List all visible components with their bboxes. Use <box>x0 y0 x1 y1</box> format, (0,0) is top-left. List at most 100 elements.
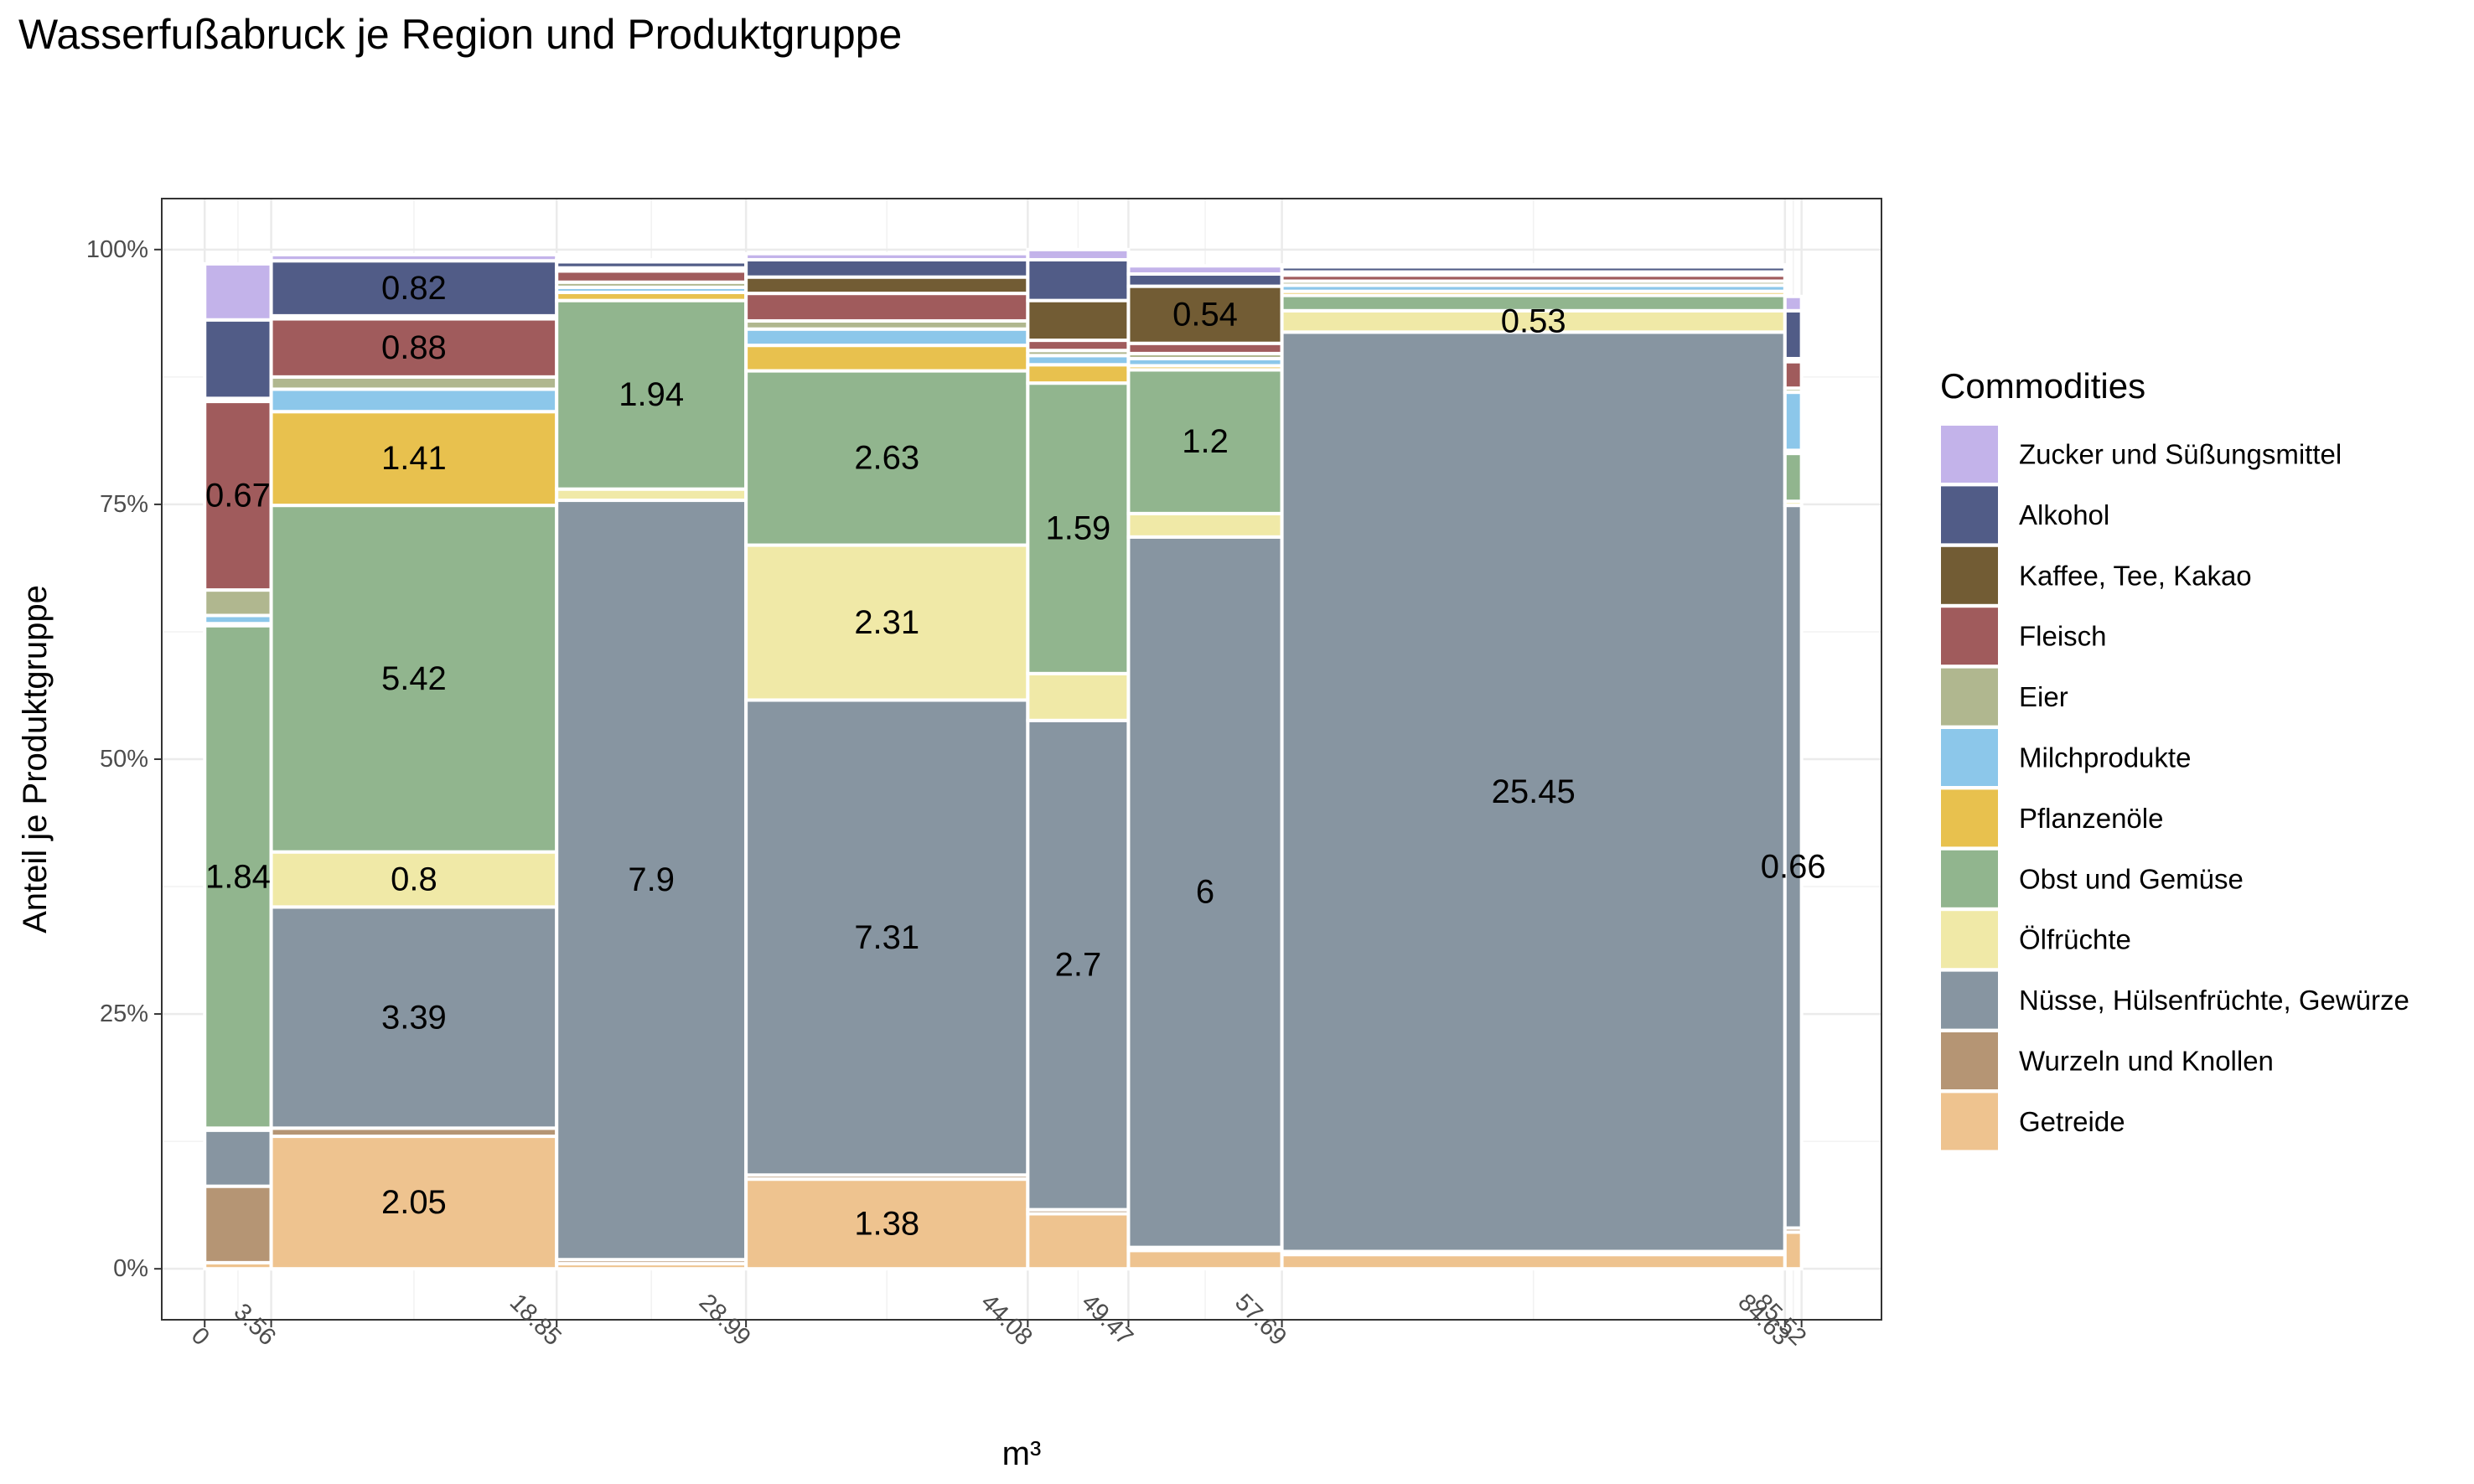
legend-key <box>1939 1031 2000 1091</box>
tile-value-label: 0.82 <box>381 270 447 307</box>
mosaic-tile <box>1126 511 1284 539</box>
tile-value-label: 0.8 <box>391 861 437 898</box>
mosaic-tile <box>744 251 1030 261</box>
y-tick-label: 0% <box>113 1255 148 1282</box>
x-tick-label: 0 <box>186 1322 215 1351</box>
mosaic-tile <box>744 369 1030 547</box>
tile-value-label: 25.45 <box>1492 773 1576 810</box>
mosaic-tile <box>1783 1230 1804 1271</box>
legend-label: Ölfrüchte <box>2019 924 2131 955</box>
tile-value-label: 1.2 <box>1182 423 1229 460</box>
x-axis-title: m³ <box>1002 1435 1042 1472</box>
mosaic-tile <box>203 1128 273 1188</box>
mosaic-tile <box>1026 247 1131 261</box>
mosaic-tile <box>1783 308 1804 360</box>
mosaic-tile <box>269 387 559 414</box>
y-tick-label: 25% <box>100 1001 148 1027</box>
legend-key <box>1939 545 2000 606</box>
mosaic-tile <box>1783 359 1804 390</box>
data-labels: 0.67 1.84 0.82 0.88 1.41 5.42 0.8 3.39 2.05 1.94 7… <box>205 270 1826 1243</box>
mosaic-tile <box>1280 1253 1787 1271</box>
mosaic-tile <box>269 375 559 391</box>
mosaic-tile <box>1026 1212 1131 1271</box>
mosaic-tile <box>744 344 1030 373</box>
mosaic-tile <box>744 327 1030 348</box>
legend-label: Obst und Gemüse <box>2019 863 2244 894</box>
mosaic-tile <box>269 410 559 508</box>
mosaic-tile <box>203 261 273 322</box>
tile-value-label: 1.94 <box>618 376 684 413</box>
legend-label: Zucker und Süßungsmittel <box>2019 439 2342 470</box>
mosaic-tile <box>1126 272 1284 288</box>
mosaic-tile <box>1126 264 1284 277</box>
y-axis: 0% 25% 50% 75% 100% <box>86 236 162 1282</box>
tile-value-label: 0.67 <box>205 478 271 514</box>
legend-label: Milchprodukte <box>2019 742 2191 773</box>
mosaic-tile <box>1783 452 1804 504</box>
mosaic-tile <box>555 257 748 264</box>
mosaic-tile <box>744 292 1030 323</box>
y-tick-label: 100% <box>86 236 148 263</box>
mosaic-tile <box>1026 381 1131 675</box>
mosaic-tile <box>269 317 559 379</box>
chart-title: Wasserfußabruck je Region und Produktgru… <box>18 11 902 58</box>
y-axis-title: Anteil je Produktgruppe <box>17 585 54 933</box>
legend-key <box>1939 484 2000 546</box>
tile-value-label: 1.38 <box>854 1206 919 1243</box>
legend: Commodities Zucker und Süßungsmittel Alko… <box>1939 366 2409 1152</box>
legend-key <box>1939 606 2000 667</box>
tile-value-label: 1.59 <box>1045 509 1110 546</box>
tile-value-label: 6 <box>1196 874 1214 911</box>
legend-key <box>1939 666 2000 727</box>
mosaic-tile <box>1026 363 1131 385</box>
mosaic-tile <box>1026 257 1131 302</box>
tile-value-label: 7.9 <box>628 861 675 898</box>
legend-label: Eier <box>2019 681 2068 712</box>
mosaic-tile <box>1026 718 1131 1212</box>
mosaic-tile <box>555 499 748 1262</box>
legend-label: Nüsse, Hülsenfrüchte, Gewürze <box>2019 985 2409 1016</box>
tile-value-label: 5.42 <box>381 660 447 697</box>
legend-key <box>1939 424 2000 484</box>
legend-label: Alkohol <box>2019 499 2109 530</box>
mosaic-tile <box>203 400 273 592</box>
tile-value-label: 0.53 <box>1501 303 1566 340</box>
legend-label: Getreide <box>2019 1106 2125 1137</box>
mosaic-tile <box>1783 294 1804 313</box>
mosaic-tile <box>744 543 1030 702</box>
legend-key <box>1939 727 2000 788</box>
legend-label: Fleisch <box>2019 621 2107 652</box>
y-tick-label: 75% <box>100 491 148 518</box>
mosaic-tile <box>1126 535 1284 1249</box>
mosaic-tile <box>203 588 273 618</box>
mosaic-tile <box>744 1177 1030 1271</box>
tile-value-label: 2.05 <box>381 1184 447 1221</box>
legend-label: Kaffee, Tee, Kakao <box>2019 560 2252 591</box>
legend-title: Commodities <box>1940 366 2145 406</box>
mosaic-tile <box>1280 330 1787 1254</box>
legend-label: Pflanzenöle <box>2019 803 2163 834</box>
mosaic-tile <box>555 298 748 491</box>
mosaic-tile <box>1026 671 1131 722</box>
mosaic-tile <box>1126 1249 1284 1271</box>
mosaic-tile <box>203 318 273 401</box>
mosaic-tile <box>744 275 1030 296</box>
mosaic-tile <box>1126 284 1284 345</box>
mosaic-tile <box>1026 298 1131 343</box>
tile-value-label: 2.31 <box>854 604 919 641</box>
mosaic-tile <box>203 623 273 1130</box>
tile-value-label: 0.66 <box>1761 848 1826 885</box>
y-tick-label: 50% <box>100 746 148 773</box>
tile-value-label: 0.54 <box>1172 297 1238 334</box>
tile-value-label: 7.31 <box>854 919 919 956</box>
tile-value-label: 3.39 <box>381 999 447 1036</box>
legend-key <box>1939 909 2000 970</box>
mosaic-tile <box>744 257 1030 279</box>
mosaic-tiles <box>203 247 1804 1271</box>
tile-value-label: 2.63 <box>854 440 919 477</box>
mosaic-tile <box>269 504 559 854</box>
legend-key <box>1939 788 2000 849</box>
mosaic-tile <box>1280 263 1787 269</box>
legend-key <box>1939 848 2000 909</box>
